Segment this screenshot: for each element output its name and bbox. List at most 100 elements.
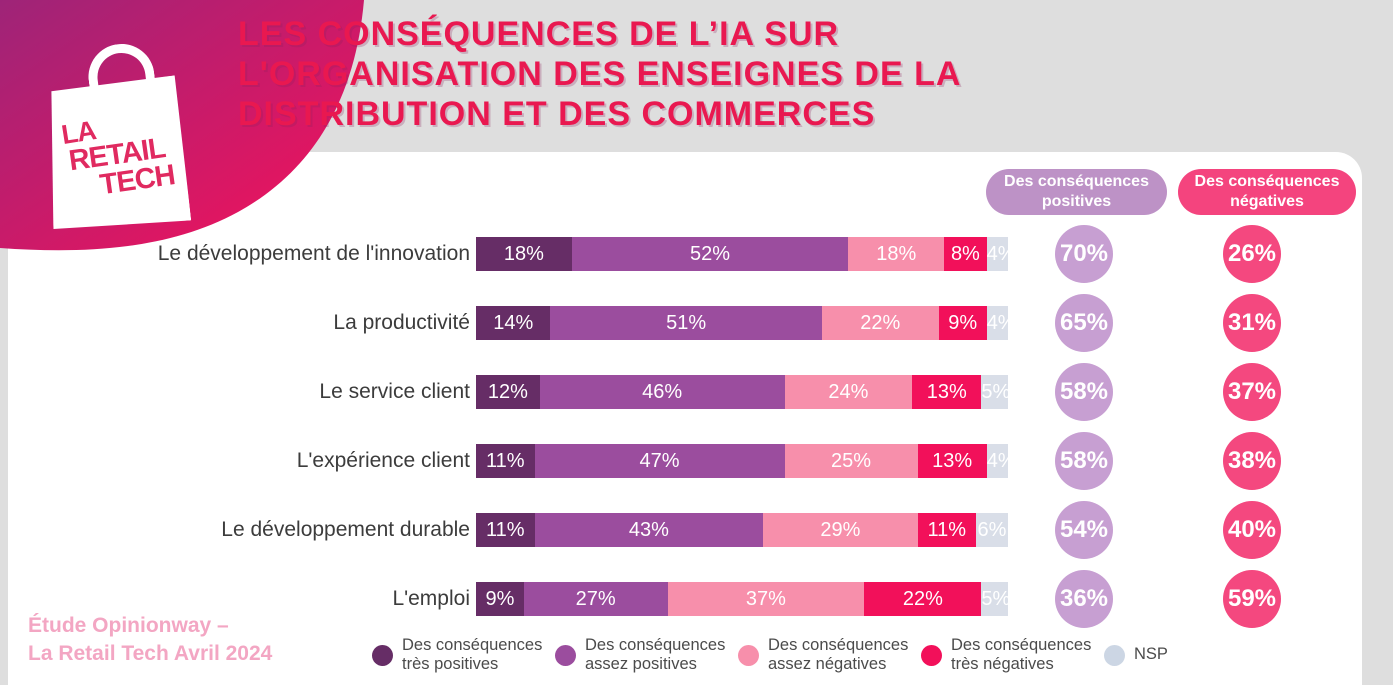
bar-value-label: 4% [986,450,1016,472]
bar-segment-des-consequences-tres-negatives: 9% [938,306,987,340]
stacked-bar: 11% 47% 25% 13% 4% [476,444,1016,478]
bar-value-label: 5% [981,381,1011,403]
row-label: L'expérience client [296,449,470,472]
bar-segment-des-consequences-tres-positives: 9% [476,582,524,616]
bar-value-label: 5% [981,588,1011,610]
negative-total-circle: 26% [1223,225,1281,283]
chart-legend: Des conséquences très positives Des conséq… [362,633,1277,677]
positive-consequences-badge: Des conséquences positives [986,169,1167,215]
bar-value-label: 25% [831,450,872,472]
positive-total-circle: 58% [1055,432,1113,490]
bar-segment-des-consequences-tres-positives: 12% [476,375,540,409]
chart-row: Le service client 12% 46% 24% 13% 5% 58% 37% [0,363,1393,421]
legend-item-des-consequences-tres-negatives: Des conséquences très négatives [911,636,1094,675]
legend-label: NSP [1134,645,1168,664]
legend-item-nsp: NSP [1094,644,1277,666]
bar-value-label: 11% [485,450,525,472]
negative-total-circle: 40% [1223,501,1281,559]
chart-row: La productivité 14% 51% 22% 9% 4% 65% 31% [0,294,1393,352]
bar-segment-des-consequences-assez-positives: 27% [523,582,668,616]
bar-segment-des-consequences-assez-negatives: 37% [667,582,865,616]
bar-segment-des-consequences-tres-negatives: 22% [864,582,982,616]
positive-total-circle: 65% [1055,294,1113,352]
negative-total-circle: 38% [1223,432,1281,490]
bar-value-label: 51% [666,312,707,334]
legend-label: Des conséquences assez positives [585,635,726,673]
bar-value-label: 8% [950,243,980,265]
bar-segment-des-consequences-assez-positives: 46% [539,375,785,409]
legend-dot-icon [1104,644,1125,666]
row-label: Le développement durable [221,518,470,541]
stacked-bar: 11% 43% 29% 11% 6% [476,513,1008,547]
stacked-bar: 14% 51% 22% 9% 4% [476,306,1016,340]
bar-segment-des-consequences-tres-negatives: 13% [912,375,982,409]
bar-segment-nsp: 5% [981,582,1011,616]
bar-segment-des-consequences-assez-negatives: 24% [784,375,913,409]
positive-total-circle: 58% [1055,363,1113,421]
bar-segment-des-consequences-assez-negatives: 22% [821,306,939,340]
bar-segment-des-consequences-tres-positives: 18% [476,237,572,271]
stacked-bar: 18% 52% 18% 8% 4% [476,237,1016,271]
bar-value-label: 14% [493,312,534,334]
source-note: Étude Opinionway – La Retail Tech Avril … [28,612,272,669]
bar-value-label: 6% [977,519,1007,541]
bar-segment-des-consequences-tres-negatives: 13% [917,444,987,478]
bar-value-label: 22% [860,312,901,334]
chart-row: Le développement de l'innovation 18% 52% 18… [0,225,1393,283]
bar-value-label: 46% [642,381,683,403]
legend-label: Des conséquences très négatives [951,635,1092,673]
bar-value-label: 47% [639,450,680,472]
row-label: L'emploi [392,587,470,610]
legend-label: Des conséquences assez négatives [768,635,909,673]
row-label: Le développement de l'innovation [157,242,470,265]
bar-segment-des-consequences-tres-positives: 11% [476,513,535,547]
bar-value-label: 24% [828,381,869,403]
bar-segment-des-consequences-assez-positives: 43% [534,513,764,547]
bar-segment-nsp: 4% [986,237,1016,271]
legend-dot-icon [921,644,942,666]
page-title: LES CONSÉQUENCES DE L’IA SUR L'ORGANISAT… [238,15,961,134]
bar-segment-des-consequences-tres-negatives: 8% [944,237,987,271]
bar-value-label: 37% [745,588,786,610]
legend-dot-icon [372,644,393,666]
bar-value-label: 12% [487,381,528,403]
bar-value-label: 27% [575,588,616,610]
positive-total-circle: 70% [1055,225,1113,283]
bar-value-label: 11% [485,519,525,541]
bar-value-label: 43% [628,519,669,541]
bar-segment-nsp: 5% [981,375,1011,409]
bar-segment-des-consequences-assez-negatives: 18% [848,237,945,271]
bar-segment-des-consequences-assez-negatives: 29% [763,513,918,547]
negative-total-circle: 59% [1223,570,1281,628]
bar-value-label: 4% [986,312,1016,334]
bar-segment-des-consequences-tres-positives: 14% [476,306,551,340]
source-line-2: La Retail Tech Avril 2024 [28,642,273,666]
bar-value-label: 4% [986,243,1016,265]
legend-dot-icon [738,644,759,666]
bar-value-label: 13% [926,381,967,403]
negative-consequences-badge: Des conséquences négatives [1178,169,1356,215]
bar-segment-des-consequences-assez-positives: 51% [550,306,822,340]
bar-value-label: 11% [927,519,967,541]
legend-item-des-consequences-tres-positives: Des conséquences très positives [362,636,545,675]
bar-segment-nsp: 4% [986,306,1016,340]
bar-value-label: 9% [485,588,515,610]
source-line-1: Étude Opinionway – [28,614,229,637]
legend-dot-icon [555,644,576,666]
bar-segment-des-consequences-assez-positives: 52% [571,237,849,271]
negative-total-circle: 37% [1223,363,1281,421]
bar-segment-des-consequences-assez-negatives: 25% [784,444,918,478]
bar-value-label: 22% [902,588,943,610]
chart-row: L'emploi 9% 27% 37% 22% 5% 36% 59% [0,570,1393,628]
bar-value-label: 29% [820,519,861,541]
bar-segment-des-consequences-tres-negatives: 11% [917,513,977,547]
row-label: Le service client [319,380,470,403]
positive-total-circle: 36% [1055,570,1113,628]
stacked-bar: 9% 27% 37% 22% 5% [476,582,1011,616]
bar-value-label: 9% [948,312,978,334]
negative-total-circle: 31% [1223,294,1281,352]
bar-value-label: 13% [932,450,973,472]
bar-segment-des-consequences-tres-positives: 11% [476,444,535,478]
